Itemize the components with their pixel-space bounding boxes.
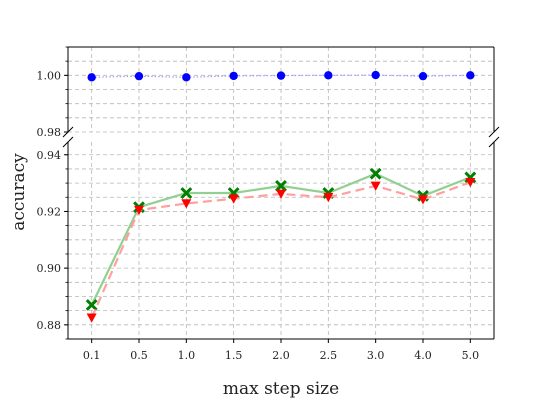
data-point (371, 70, 380, 80)
data-point (324, 71, 333, 80)
data-point (323, 193, 334, 203)
data-point (180, 187, 193, 199)
data-point (276, 71, 286, 80)
y-tick-label: 0.88 (37, 319, 62, 332)
data-point (276, 189, 286, 199)
data-point (182, 73, 191, 82)
data-point (134, 205, 144, 216)
data-point (86, 313, 97, 323)
top-panel: 0.98 1.00 (37, 46, 495, 139)
data-point (370, 181, 381, 191)
data-point (87, 73, 96, 82)
y-tick-label: 0.92 (37, 205, 62, 218)
x-tick-label: 0.5 (130, 349, 148, 362)
data-point (134, 71, 144, 81)
x-tick-label: 4.0 (414, 349, 432, 362)
axis-break-marks (62, 126, 500, 148)
axis-break-mark (62, 136, 74, 148)
y-tick-label: 0.98 (37, 126, 62, 139)
x-tick-label: 2.5 (320, 349, 338, 362)
data-point (465, 178, 476, 188)
data-point (418, 195, 428, 205)
data-point (369, 167, 382, 180)
x-tick-label: 1.5 (225, 349, 243, 362)
data-point (466, 71, 475, 80)
y-tick-label: 0.90 (37, 262, 62, 275)
data-point (275, 180, 287, 192)
y-tick-label: 1.00 (37, 69, 62, 82)
data-point (85, 299, 98, 311)
data-point (228, 194, 239, 204)
y-tick-label: 0.94 (37, 149, 62, 162)
data-point (181, 199, 192, 209)
x-tick-label: 2.0 (272, 349, 290, 362)
bottom-panel: 0.88 0.90 0.92 0.94 0.1 0.5 1.0 1.5 2.0 2.5 3.0 4.0… (37, 142, 495, 362)
x-axis-label: max step size (223, 379, 339, 399)
data-point (229, 71, 238, 81)
x-tick-label: 0.1 (83, 349, 101, 362)
axis-break-mark (488, 136, 500, 148)
data-point (418, 71, 428, 81)
axis-break-mark (488, 126, 500, 138)
x-tick-label: 5.0 (462, 349, 480, 362)
y-axis-label: accuracy (9, 153, 29, 231)
axis-break-mark (62, 126, 74, 138)
x-tick-label: 1.0 (178, 349, 196, 362)
x-tick-label: 3.0 (367, 349, 385, 362)
